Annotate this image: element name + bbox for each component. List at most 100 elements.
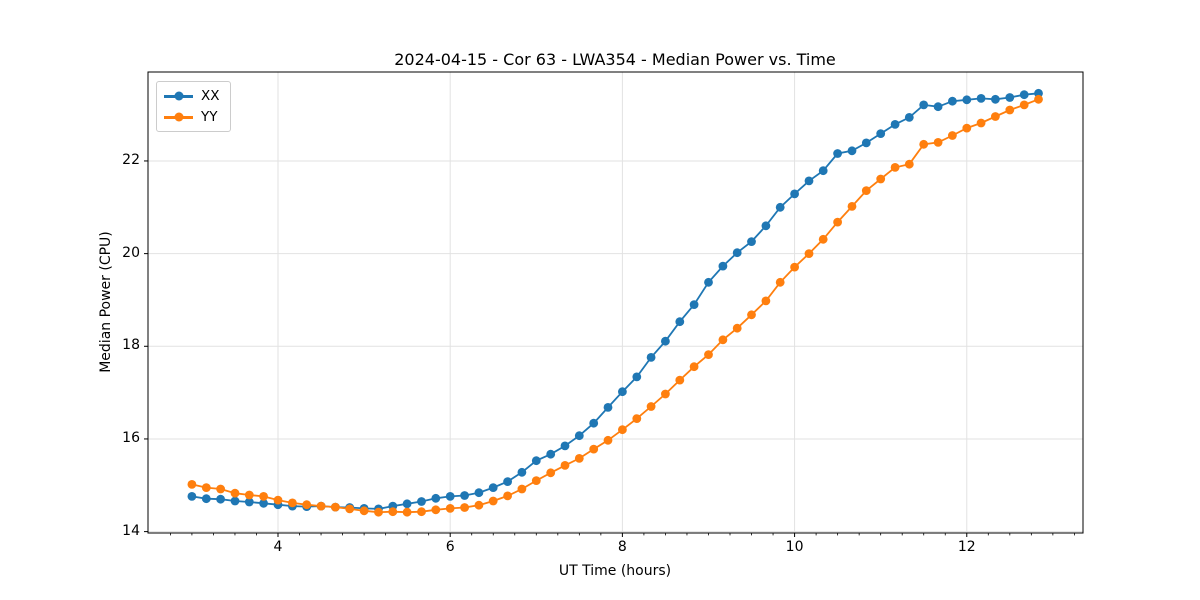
- data-point-yy: [560, 461, 570, 470]
- data-point-yy: [718, 335, 728, 345]
- data-point-yy: [374, 507, 383, 517]
- legend-marker-xx-icon: [174, 91, 183, 101]
- data-point-yy: [216, 484, 226, 494]
- data-point-xx: [804, 176, 814, 186]
- data-point-yy: [847, 202, 857, 211]
- data-point-yy: [1034, 94, 1043, 104]
- legend-marker-yy-icon: [174, 112, 183, 122]
- data-point-xx: [460, 491, 469, 500]
- axes-box: [147, 71, 1084, 534]
- data-point-xx: [919, 100, 929, 110]
- data-point-xx: [589, 418, 599, 428]
- data-point-yy: [675, 375, 685, 385]
- legend-swatch-yy-icon: [164, 110, 193, 124]
- data-point-yy: [818, 234, 828, 244]
- data-point-yy: [288, 498, 297, 508]
- data-point-yy: [661, 389, 670, 399]
- data-point-xx: [230, 496, 240, 506]
- x-tick-label: 8: [617, 539, 627, 555]
- data-point-xx: [775, 202, 785, 212]
- data-point-yy: [359, 506, 369, 516]
- data-point-xx: [833, 149, 842, 158]
- data-point-xx: [574, 431, 584, 441]
- data-point-xx: [890, 120, 900, 129]
- data-point-xx: [991, 94, 1000, 104]
- data-point-yy: [704, 350, 713, 359]
- data-point-yy: [460, 503, 469, 512]
- y-tick-label: 14: [122, 522, 140, 539]
- data-point-xx: [904, 113, 914, 122]
- chart-title: 2024-04-15 - Cor 63 - LWA354 - Median Po…: [394, 50, 836, 69]
- data-point-yy: [331, 502, 340, 512]
- data-point-xx: [876, 129, 886, 139]
- data-point-yy: [1019, 100, 1029, 110]
- x-tick-label: 10: [785, 539, 804, 555]
- data-point-yy: [417, 507, 426, 517]
- data-point-yy: [976, 118, 986, 128]
- data-point-yy: [876, 174, 886, 184]
- data-point-yy: [589, 444, 599, 454]
- legend-swatch-xx-icon: [164, 89, 193, 103]
- data-point-xx: [675, 317, 685, 327]
- data-point-xx: [948, 96, 957, 106]
- y-tick-label: 18: [122, 337, 140, 354]
- data-point-xx: [747, 237, 756, 247]
- data-point-yy: [546, 468, 556, 478]
- data-point-yy: [431, 505, 441, 515]
- data-point-yy: [445, 504, 455, 513]
- data-point-yy: [646, 402, 656, 411]
- data-point-xx: [790, 189, 799, 199]
- data-point-yy: [919, 139, 929, 149]
- data-point-xx: [216, 494, 226, 504]
- x-tick-label: 4: [273, 539, 283, 555]
- data-point-yy: [747, 310, 756, 320]
- data-point-yy: [345, 504, 355, 514]
- x-tick-label: 12: [957, 539, 976, 555]
- data-point-yy: [890, 163, 900, 172]
- data-point-xx: [560, 441, 570, 451]
- data-point-xx: [546, 449, 556, 459]
- data-point-yy: [632, 414, 642, 423]
- data-point-xx: [933, 102, 943, 112]
- data-point-xx: [861, 138, 871, 148]
- data-point-yy: [689, 362, 699, 372]
- data-point-xx: [603, 403, 613, 412]
- y-tick-label: 16: [122, 429, 140, 446]
- data-point-yy: [618, 425, 627, 435]
- data-point-xx: [431, 493, 441, 503]
- data-point-xx: [646, 353, 656, 362]
- data-point-xx: [976, 94, 986, 103]
- data-point-xx: [718, 261, 728, 271]
- data-point-yy: [804, 249, 814, 258]
- series-line-xx: [191, 92, 1039, 510]
- data-point-xx: [1005, 93, 1015, 102]
- data-point-yy: [790, 262, 799, 272]
- data-point-yy: [187, 480, 197, 489]
- data-point-xx: [632, 372, 642, 382]
- data-point-yy: [517, 484, 527, 494]
- data-point-yy: [775, 277, 785, 287]
- data-point-xx: [1019, 90, 1029, 100]
- data-point-yy: [962, 123, 972, 133]
- data-point-xx: [488, 483, 498, 492]
- data-point-yy: [488, 496, 498, 506]
- data-point-xx: [402, 499, 412, 509]
- data-point-yy: [259, 492, 268, 501]
- data-point-xx: [417, 497, 426, 506]
- data-point-xx: [818, 166, 828, 176]
- data-point-yy: [230, 488, 240, 498]
- data-point-xx: [732, 248, 742, 258]
- data-point-xx: [618, 387, 627, 397]
- data-point-xx: [689, 300, 699, 309]
- legend-item-yy: YY: [164, 108, 220, 126]
- y-tick-label: 20: [122, 244, 140, 261]
- data-point-yy: [302, 500, 312, 510]
- data-point-xx: [704, 277, 713, 287]
- data-point-yy: [388, 507, 398, 517]
- data-point-xx: [259, 498, 268, 508]
- data-point-xx: [201, 494, 211, 504]
- data-point-xx: [445, 492, 455, 501]
- data-point-yy: [933, 138, 943, 147]
- data-point-xx: [517, 467, 527, 477]
